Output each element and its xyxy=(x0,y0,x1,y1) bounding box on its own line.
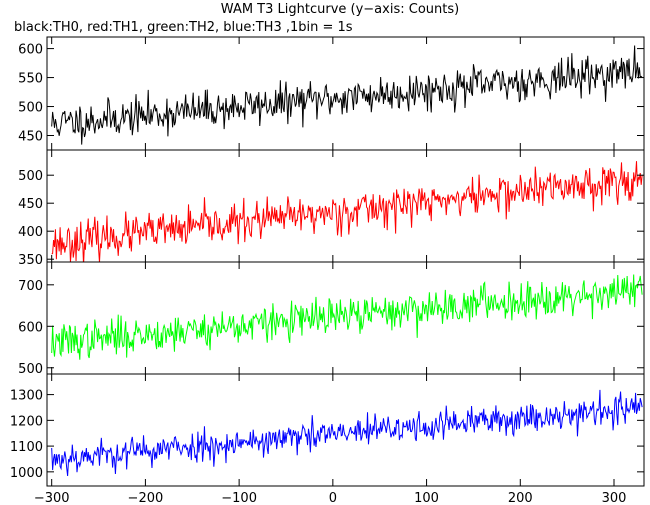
series-line-th3 xyxy=(51,389,643,477)
y-tick-label: 500 xyxy=(18,362,43,377)
x-tick-label: 300 xyxy=(602,491,627,505)
series-line-th1 xyxy=(51,161,643,262)
chart-panels: 450 500 550 600 350 400 450 500 500 600 700 1000 110… xyxy=(10,36,645,487)
panel-frame xyxy=(46,261,645,375)
y-tick-label: 700 xyxy=(18,279,43,294)
panel-th2: 500 600 700 xyxy=(18,261,645,377)
x-tick-label: −300 xyxy=(34,491,70,505)
panel-frame xyxy=(46,373,645,487)
x-tick-label: 0 xyxy=(329,491,337,505)
x-axis: −300 −200 −100 0 100 200 300 xyxy=(34,491,627,505)
chart-title: WAM T3 Lightcurve (y−axis: Counts) xyxy=(221,2,459,17)
y-tick-label: 450 xyxy=(18,197,43,212)
y-tick-label: 600 xyxy=(18,320,43,335)
x-tick-label: 200 xyxy=(508,491,533,505)
y-tick-label: 550 xyxy=(18,72,43,87)
y-tick-label: 1000 xyxy=(10,466,43,481)
y-tick-label: 1300 xyxy=(10,389,43,404)
y-tick-label: 400 xyxy=(18,225,43,240)
chart-subtitle: black:TH0, red:TH1, green:TH2, blue:TH3 … xyxy=(14,20,353,35)
x-tick-label: −100 xyxy=(221,491,257,505)
y-tick-label: 450 xyxy=(18,130,43,145)
y-tick-label: 500 xyxy=(18,101,43,116)
y-tick-label: 600 xyxy=(18,43,43,58)
panel-th1: 350 400 450 500 xyxy=(18,149,645,268)
y-tick-label: 350 xyxy=(18,253,43,268)
series-line-th0 xyxy=(51,45,643,145)
x-tick-label: −200 xyxy=(128,491,164,505)
y-tick-label: 1200 xyxy=(10,414,43,429)
series-line-th2 xyxy=(51,274,643,360)
y-tick-label: 1100 xyxy=(10,440,43,455)
y-tick-label: 500 xyxy=(18,169,43,184)
panel-th3: 1000 1100 1200 1300 xyxy=(10,373,645,487)
x-tick-label: 100 xyxy=(414,491,439,505)
panel-th0: 450 500 550 600 xyxy=(18,36,645,151)
